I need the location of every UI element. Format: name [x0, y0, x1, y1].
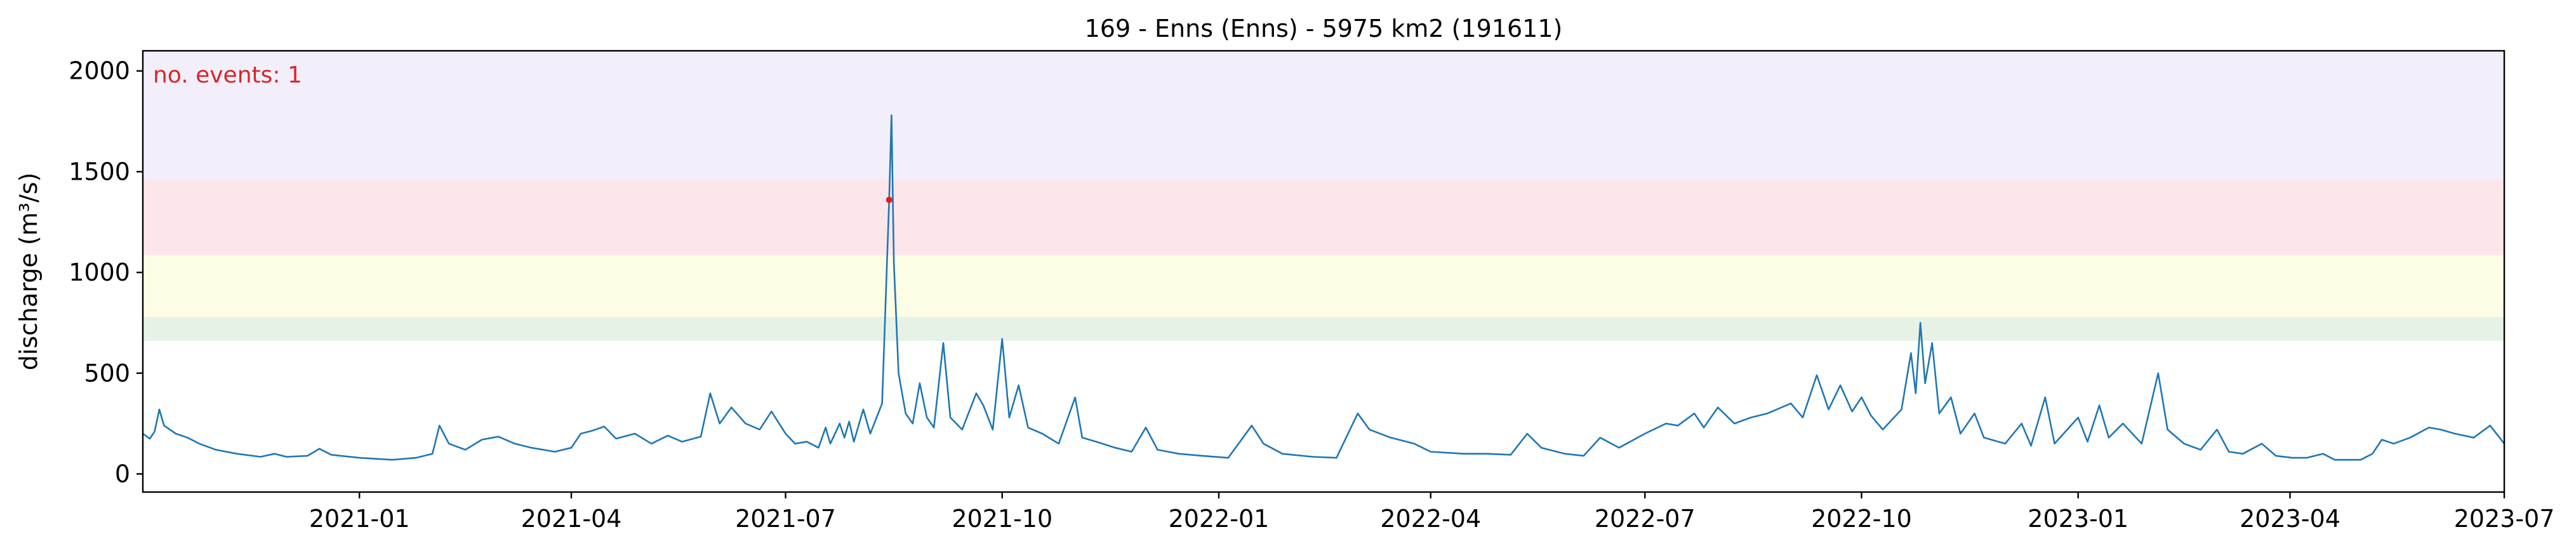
x-tick-label: 2022-04 — [1380, 505, 1481, 533]
events-annotation: no. events: 1 — [153, 62, 302, 88]
x-tick-label: 2021-07 — [735, 505, 836, 533]
threshold-band-3 — [143, 180, 2504, 256]
event-markers — [886, 196, 893, 203]
x-tick-label: 2023-07 — [2454, 505, 2555, 533]
y-tick-label: 2000 — [69, 57, 130, 85]
y-axis-label: discharge (m³/s) — [15, 173, 43, 371]
threshold-band-2 — [143, 255, 2504, 317]
series-layer — [142, 114, 2506, 461]
x-axis-ticks: 2021-01 2021-04 2021-07 2021-10 2022-01 2022-… — [309, 492, 2555, 533]
y-tick-label: 1500 — [69, 157, 130, 185]
discharge-series-line — [142, 114, 2506, 461]
y-axis-ticks: 0 500 1000 1500 2000 — [69, 57, 143, 488]
y-tick-label: 0 — [115, 460, 130, 488]
chart-title: 169 - Enns (Enns) - 5975 km2 (191611) — [1085, 15, 1563, 43]
x-tick-label: 2021-10 — [952, 505, 1052, 533]
threshold-bands — [143, 51, 2504, 341]
x-tick-label: 2023-01 — [2028, 505, 2128, 533]
event-marker-1 — [886, 196, 893, 203]
x-tick-label: 2023-04 — [2240, 505, 2340, 533]
x-tick-label: 2022-07 — [1595, 505, 1696, 533]
x-tick-label: 2021-01 — [309, 505, 410, 533]
threshold-band-4 — [143, 51, 2504, 180]
threshold-band-1 — [143, 316, 2504, 341]
x-tick-label: 2022-01 — [1169, 505, 1270, 533]
y-tick-label: 500 — [84, 359, 130, 387]
x-tick-label: 2021-04 — [521, 505, 622, 533]
x-tick-label: 2022-10 — [1811, 505, 1912, 533]
plot-frame — [142, 50, 2506, 493]
y-tick-label: 1000 — [69, 258, 130, 286]
